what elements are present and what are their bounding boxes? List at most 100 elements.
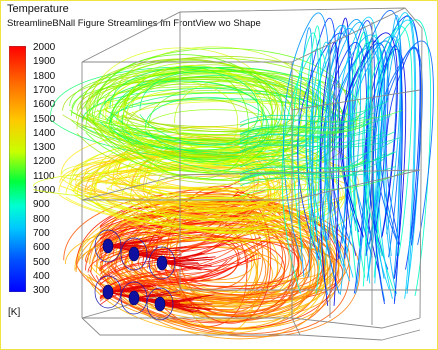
streamline bbox=[297, 27, 314, 278]
burner-ring bbox=[120, 237, 148, 271]
streamline bbox=[239, 125, 374, 142]
streamline bbox=[239, 158, 384, 187]
colorbar-tick: 1100 bbox=[33, 170, 55, 182]
streamline bbox=[239, 112, 375, 127]
streamline bbox=[86, 58, 278, 158]
streamline bbox=[239, 116, 375, 133]
colorbar-tick: 500 bbox=[33, 256, 50, 268]
streamline bbox=[109, 66, 283, 146]
streamline bbox=[239, 106, 372, 135]
temperature-colorbar bbox=[9, 46, 26, 292]
streamline bbox=[335, 16, 380, 278]
streamline bbox=[239, 136, 402, 152]
streamline bbox=[99, 267, 233, 306]
streamline bbox=[349, 31, 369, 287]
streamline bbox=[377, 12, 416, 299]
streamline bbox=[99, 210, 227, 250]
streamline bbox=[85, 69, 337, 181]
streamline bbox=[110, 76, 293, 174]
streamline bbox=[86, 174, 292, 205]
streamline bbox=[104, 67, 337, 139]
streamline bbox=[99, 260, 228, 297]
colorbar-tick: 700 bbox=[33, 227, 50, 239]
streamline bbox=[239, 140, 394, 168]
burner-nozzle bbox=[128, 290, 140, 306]
streamline bbox=[324, 34, 384, 252]
streamline bbox=[239, 131, 396, 154]
streamline bbox=[320, 41, 368, 294]
burner-nozzle bbox=[102, 284, 114, 300]
colorbar-tick: 1900 bbox=[33, 56, 56, 68]
colorbar-tick: 2000 bbox=[33, 42, 56, 53]
streamline bbox=[340, 32, 398, 237]
streamline bbox=[239, 122, 371, 138]
streamline bbox=[97, 61, 301, 181]
burner-ring bbox=[120, 281, 148, 315]
streamline bbox=[139, 71, 259, 146]
colorbar-tick: 600 bbox=[33, 242, 50, 254]
streamline bbox=[362, 26, 413, 257]
burner-nozzle bbox=[128, 246, 140, 262]
streamline bbox=[92, 54, 273, 173]
burner-nozzle bbox=[154, 296, 166, 312]
colorbar-tick: 400 bbox=[33, 270, 50, 282]
streamline bbox=[123, 65, 263, 165]
legend-subtitle: StreamlineBNall Figure Streamlines fm Fr… bbox=[7, 18, 261, 29]
colorbar-tick: 1600 bbox=[33, 99, 56, 111]
streamline bbox=[239, 152, 368, 181]
colorbar-tick: 800 bbox=[33, 213, 50, 225]
streamline bbox=[90, 219, 316, 316]
streamline bbox=[372, 19, 432, 297]
streamline bbox=[239, 169, 409, 198]
streamline bbox=[308, 41, 332, 266]
colorbar-tick: 1400 bbox=[33, 127, 56, 139]
streamline bbox=[92, 60, 286, 180]
streamline bbox=[58, 150, 303, 228]
streamline bbox=[73, 161, 344, 220]
streamline bbox=[305, 17, 337, 241]
colorbar-tick: 1200 bbox=[33, 156, 56, 168]
streamline bbox=[63, 191, 323, 323]
streamline bbox=[319, 18, 370, 295]
streamline bbox=[114, 168, 254, 201]
streamline bbox=[131, 222, 290, 292]
streamline bbox=[383, 14, 417, 294]
colorbar-tick: 300 bbox=[33, 285, 50, 297]
streamline bbox=[115, 134, 317, 204]
streamline bbox=[384, 15, 401, 257]
colorbar-tick: 1500 bbox=[33, 113, 56, 125]
streamline bbox=[239, 121, 366, 136]
colorbar-tick: 1700 bbox=[33, 84, 56, 96]
colorbar-unit: [K] bbox=[8, 307, 21, 318]
colorbar-tick: 1000 bbox=[33, 185, 56, 196]
streamline bbox=[99, 257, 262, 293]
streamline bbox=[349, 36, 401, 235]
colorbar-tick: 1800 bbox=[33, 70, 56, 82]
burner-array bbox=[94, 229, 216, 321]
streamline bbox=[372, 45, 403, 305]
streamline bbox=[136, 159, 270, 215]
streamline bbox=[319, 42, 340, 306]
burner-ring bbox=[148, 246, 176, 280]
streamline-group bbox=[32, 10, 434, 340]
streamline bbox=[239, 127, 377, 143]
legend-title: Temperature bbox=[7, 3, 69, 15]
streamline bbox=[94, 208, 350, 302]
streamline bbox=[100, 203, 300, 310]
colorbar-tick: 900 bbox=[33, 199, 50, 211]
streamline bbox=[374, 40, 434, 246]
burner-ring bbox=[94, 275, 122, 309]
burner-ring bbox=[94, 229, 122, 263]
colorbar-tick: 1300 bbox=[33, 142, 56, 154]
burner-nozzle bbox=[156, 255, 168, 271]
burner-ring bbox=[146, 287, 174, 321]
streamline bbox=[125, 98, 263, 158]
streamline bbox=[124, 69, 322, 142]
streamline bbox=[99, 222, 223, 275]
streamline bbox=[366, 15, 421, 270]
streamline bbox=[239, 131, 387, 148]
burner-nozzle bbox=[102, 238, 114, 254]
streamline bbox=[99, 241, 271, 302]
streamline bbox=[70, 69, 293, 159]
